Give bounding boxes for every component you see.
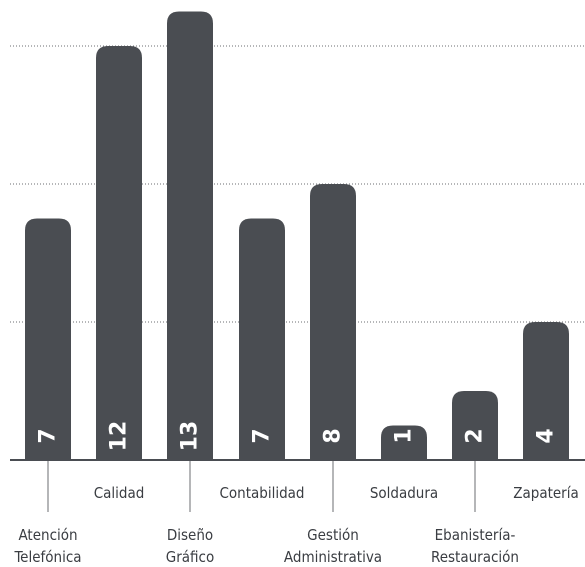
category-label-5-line-2: Administrativa: [284, 548, 382, 566]
category-label-1-line-1: Atención: [18, 526, 77, 544]
bar-2: [96, 46, 142, 460]
bar-value-label-4: 7: [250, 428, 275, 443]
category-label-7-line-2: Restauración: [431, 548, 519, 566]
category-label-7-line-1: Ebanistería-: [435, 526, 516, 544]
bar-8: [523, 322, 569, 460]
category-label-8: Zapatería: [513, 484, 579, 502]
category-label-2: Calidad: [94, 484, 145, 502]
bar-value-label-2: 12: [107, 421, 132, 452]
bar-value-label-1: 7: [36, 428, 61, 443]
category-label-3-line-2: Gráfico: [166, 548, 214, 566]
category-label-1-line-2: Telefónica: [13, 548, 81, 566]
category-label-4: Contabilidad: [219, 484, 304, 502]
bar-value-label-3: 13: [178, 421, 203, 452]
bar-6: [381, 425, 427, 460]
bar-1: [25, 218, 71, 460]
category-label-6: Soldadura: [370, 484, 438, 502]
bar-4: [239, 218, 285, 460]
bar-value-label-5: 8: [321, 428, 346, 443]
bar-5: [310, 184, 356, 460]
bar-3: [167, 11, 213, 460]
category-label-3-line-1: Diseño: [167, 526, 213, 544]
bar-value-label-7: 2: [463, 428, 488, 443]
bar-value-label-8: 4: [534, 428, 559, 443]
bar-value-label-6: 1: [392, 428, 417, 443]
category-label-5-line-1: Gestión: [307, 526, 359, 544]
bar-7: [452, 391, 498, 460]
